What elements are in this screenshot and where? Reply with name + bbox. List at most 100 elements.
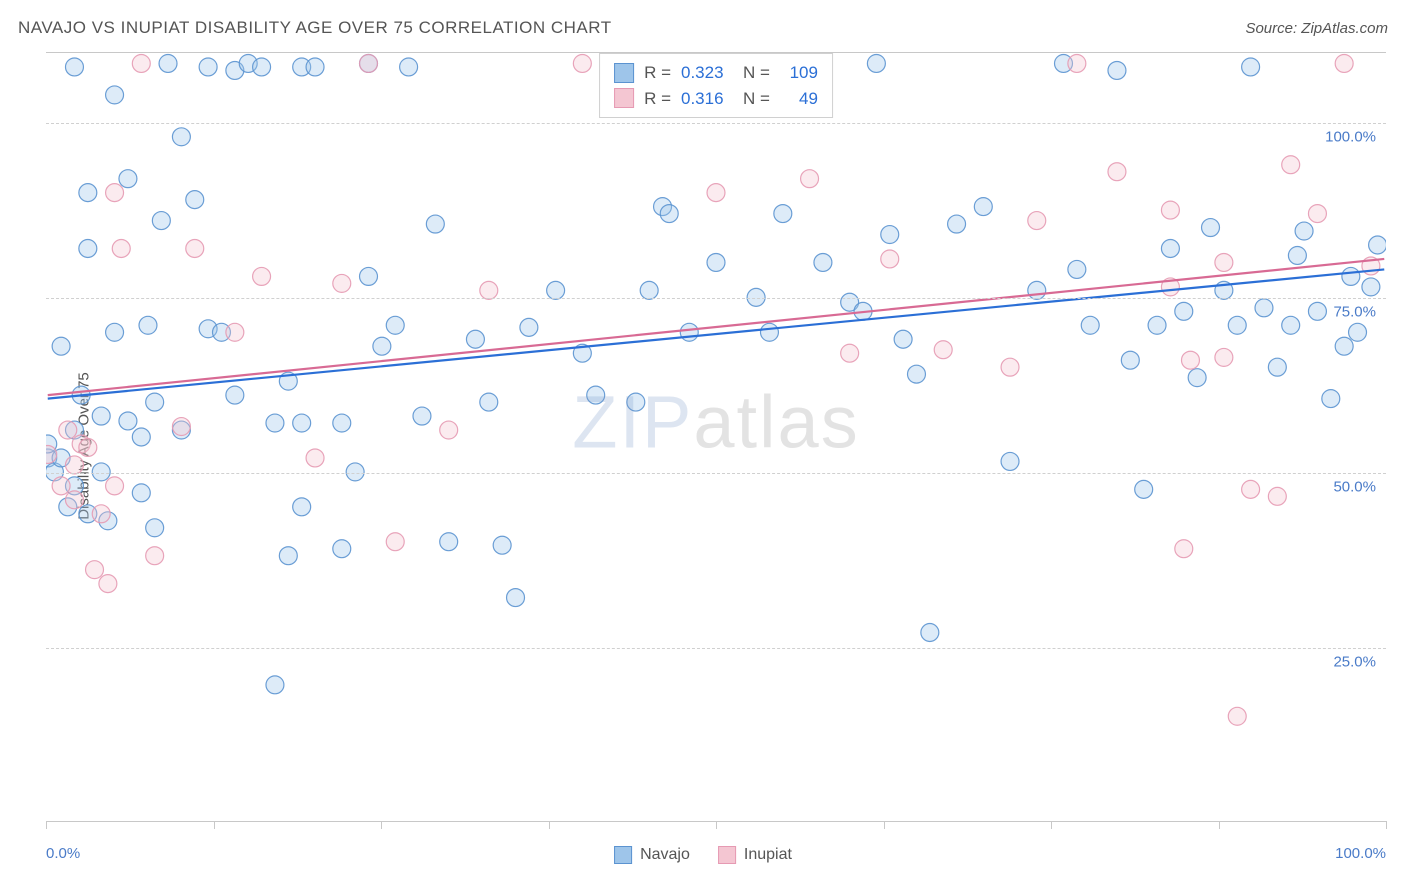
data-point (266, 414, 284, 432)
data-point (1001, 452, 1019, 470)
data-point (1068, 54, 1086, 72)
data-point (801, 170, 819, 188)
data-point (1295, 222, 1313, 240)
data-point (587, 386, 605, 404)
data-point (1268, 358, 1286, 376)
gridline-h (46, 473, 1386, 474)
data-point (881, 250, 899, 268)
data-point (1349, 323, 1367, 341)
data-point (226, 323, 244, 341)
legend-swatch-inupiat (718, 846, 736, 864)
x-tick (46, 821, 47, 829)
data-point (146, 519, 164, 537)
data-point (867, 54, 885, 72)
data-point (386, 316, 404, 334)
x-tick-label-max: 100.0% (1335, 845, 1386, 862)
data-point (333, 540, 351, 558)
legend-item-inupiat: Inupiat (718, 846, 792, 864)
data-point (640, 281, 658, 299)
data-point (1202, 219, 1220, 237)
data-point (921, 624, 939, 642)
data-point (1362, 278, 1380, 296)
data-point (99, 575, 117, 593)
data-point (146, 393, 164, 411)
trend-line (48, 259, 1385, 395)
data-point (680, 323, 698, 341)
stats-n-label: N = (743, 60, 770, 86)
data-point (360, 267, 378, 285)
data-point (79, 240, 97, 258)
data-point (52, 477, 70, 495)
stats-legend-box: R = 0.323 N = 109 R = 0.316 N = 49 (599, 53, 833, 118)
data-point (440, 421, 458, 439)
data-point (1121, 351, 1139, 369)
data-point (627, 393, 645, 411)
data-point (333, 274, 351, 292)
data-point (92, 463, 110, 481)
data-point (1228, 707, 1246, 725)
data-point (119, 412, 137, 430)
data-point (1175, 540, 1193, 558)
data-point (413, 407, 431, 425)
stats-row-navajo: R = 0.323 N = 109 (614, 60, 818, 86)
gridline-h (46, 298, 1386, 299)
data-point (1335, 337, 1353, 355)
data-point (1322, 390, 1340, 408)
data-point (139, 316, 157, 334)
data-point (974, 198, 992, 216)
data-point (146, 547, 164, 565)
data-point (1028, 212, 1046, 230)
data-point (1242, 480, 1260, 498)
y-tick-label: 75.0% (1333, 304, 1376, 321)
data-point (386, 533, 404, 551)
data-point (226, 386, 244, 404)
data-point (106, 86, 124, 104)
stats-r-label: R = (644, 60, 671, 86)
legend-item-navajo: Navajo (614, 846, 690, 864)
data-point (253, 267, 271, 285)
x-tick (549, 821, 550, 829)
x-tick-label-min: 0.0% (46, 845, 80, 862)
data-point (279, 547, 297, 565)
data-point (172, 128, 190, 146)
data-point (1255, 299, 1273, 317)
data-point (112, 240, 130, 258)
data-point (1081, 316, 1099, 334)
x-tick (1386, 821, 1387, 829)
data-point (65, 456, 83, 474)
data-point (132, 54, 150, 72)
gridline-h (46, 648, 1386, 649)
stats-swatch-inupiat (614, 88, 634, 108)
data-point (814, 253, 832, 271)
data-point (86, 561, 104, 579)
data-point (948, 215, 966, 233)
data-point (306, 58, 324, 76)
data-point (1215, 348, 1233, 366)
data-point (159, 54, 177, 72)
data-point (400, 58, 418, 76)
data-point (760, 323, 778, 341)
data-point (79, 184, 97, 202)
stats-n-inupiat: 49 (780, 86, 818, 112)
data-point (520, 318, 538, 336)
stats-n-navajo: 109 (780, 60, 818, 86)
data-point (1001, 358, 1019, 376)
data-point (480, 281, 498, 299)
data-point (1308, 205, 1326, 223)
data-point (346, 463, 364, 481)
data-point (881, 226, 899, 244)
data-point (306, 449, 324, 467)
chart-title: NAVAJO VS INUPIAT DISABILITY AGE OVER 75… (18, 18, 612, 38)
data-point (293, 498, 311, 516)
data-point (92, 407, 110, 425)
data-point (707, 253, 725, 271)
data-point (373, 337, 391, 355)
stats-swatch-navajo (614, 63, 634, 83)
data-point (186, 191, 204, 209)
legend-swatch-navajo (614, 846, 632, 864)
x-tick (884, 821, 885, 829)
data-point (152, 212, 170, 230)
data-point (507, 589, 525, 607)
data-point (106, 184, 124, 202)
data-point (1228, 316, 1246, 334)
